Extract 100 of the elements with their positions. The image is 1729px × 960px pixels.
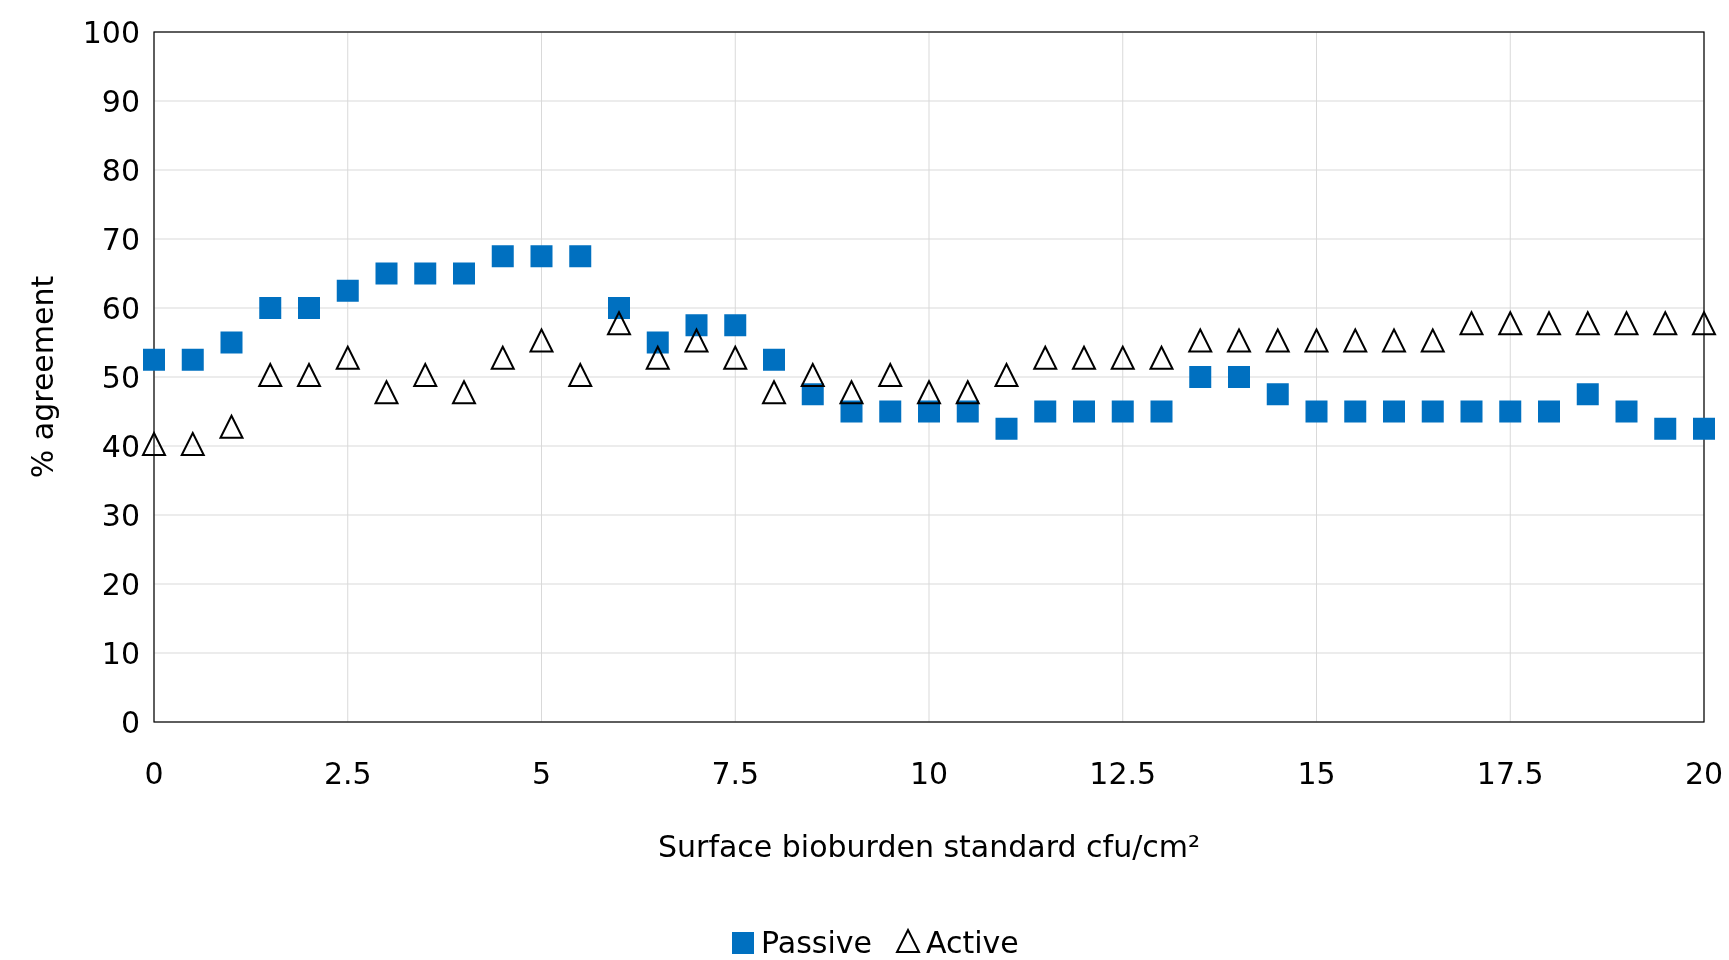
point [1227,328,1251,353]
point [374,380,399,405]
point [568,363,593,387]
point [1575,311,1600,336]
point [840,400,863,423]
legend-label: Active [926,925,1019,960]
point [918,400,940,423]
point [1304,328,1329,353]
point [839,380,864,405]
point [1420,328,1445,353]
point [220,331,243,354]
point [1576,383,1599,406]
y-tick-label: 90 [101,83,140,119]
point [219,414,244,439]
point [646,331,669,354]
point [1034,400,1057,423]
y-axis-title: % agreement [25,275,60,479]
point [762,380,786,405]
point [529,328,554,353]
point [995,417,1018,440]
point [181,348,204,371]
point [1692,311,1716,336]
point [1149,345,1174,370]
point [608,297,630,319]
point [1305,400,1328,423]
point [530,245,553,268]
x-axis-title: Surface bioburden standard cfu/cm² [658,829,1200,864]
point [878,363,903,387]
point [1033,345,1058,370]
y-tick-label: 10 [101,635,140,671]
point [1072,345,1096,370]
point [1111,400,1134,423]
point [724,314,747,337]
point [335,345,360,370]
point [1382,328,1406,353]
point [297,363,321,387]
point [142,432,166,456]
y-tick-label: 30 [101,497,140,533]
point [180,432,205,456]
point [1228,366,1250,388]
point [1265,328,1290,353]
x-tick-label: 2.5 [323,756,372,791]
point [763,348,785,371]
point [1538,400,1560,423]
point [1150,400,1173,423]
x-tick-label: 17.5 [1476,756,1544,791]
y-tick-label: 60 [101,290,140,326]
point [298,297,320,319]
point [1615,400,1638,423]
point [645,345,670,370]
point [723,345,748,370]
point [1383,400,1405,423]
y-tick-label: 40 [101,428,140,464]
point [955,380,980,405]
point [1266,383,1289,406]
point [1498,311,1523,336]
point [1188,328,1213,353]
y-tick-label: 50 [101,359,140,395]
point [607,311,631,336]
x-tick-label: 20 [1684,756,1724,791]
point [1110,345,1135,370]
y-tick-label: 0 [120,704,140,740]
point [453,262,475,285]
legend-label: Passive [761,925,872,960]
point [1653,311,1678,336]
point [1421,400,1444,423]
point [994,363,1019,387]
point [375,262,398,285]
point [800,363,825,387]
point [413,363,438,387]
point [143,348,165,371]
y-tick-label: 100 [82,14,140,50]
point [1499,400,1522,423]
x-tick-label: 15 [1297,756,1336,791]
x-tick-label: 5 [531,756,552,791]
point [685,314,708,337]
point [1693,417,1715,440]
point [1459,311,1484,336]
point [490,345,515,370]
point [917,380,941,405]
point [259,297,282,319]
point [452,380,476,405]
y-tick-label: 70 [101,221,140,257]
x-tick-label: 10 [909,756,949,791]
point [1073,400,1095,423]
point [1344,400,1367,423]
point [336,279,359,302]
point [956,400,979,423]
point [1614,311,1639,336]
point [1654,417,1677,440]
point [569,245,592,268]
point [879,400,902,423]
point [1189,366,1212,388]
point [258,363,283,387]
x-tick-label: 0 [144,756,164,791]
point [1343,328,1368,353]
point [491,245,514,268]
y-tick-label: 80 [101,152,140,188]
point [684,328,709,353]
x-tick-label: 7.5 [711,756,760,791]
